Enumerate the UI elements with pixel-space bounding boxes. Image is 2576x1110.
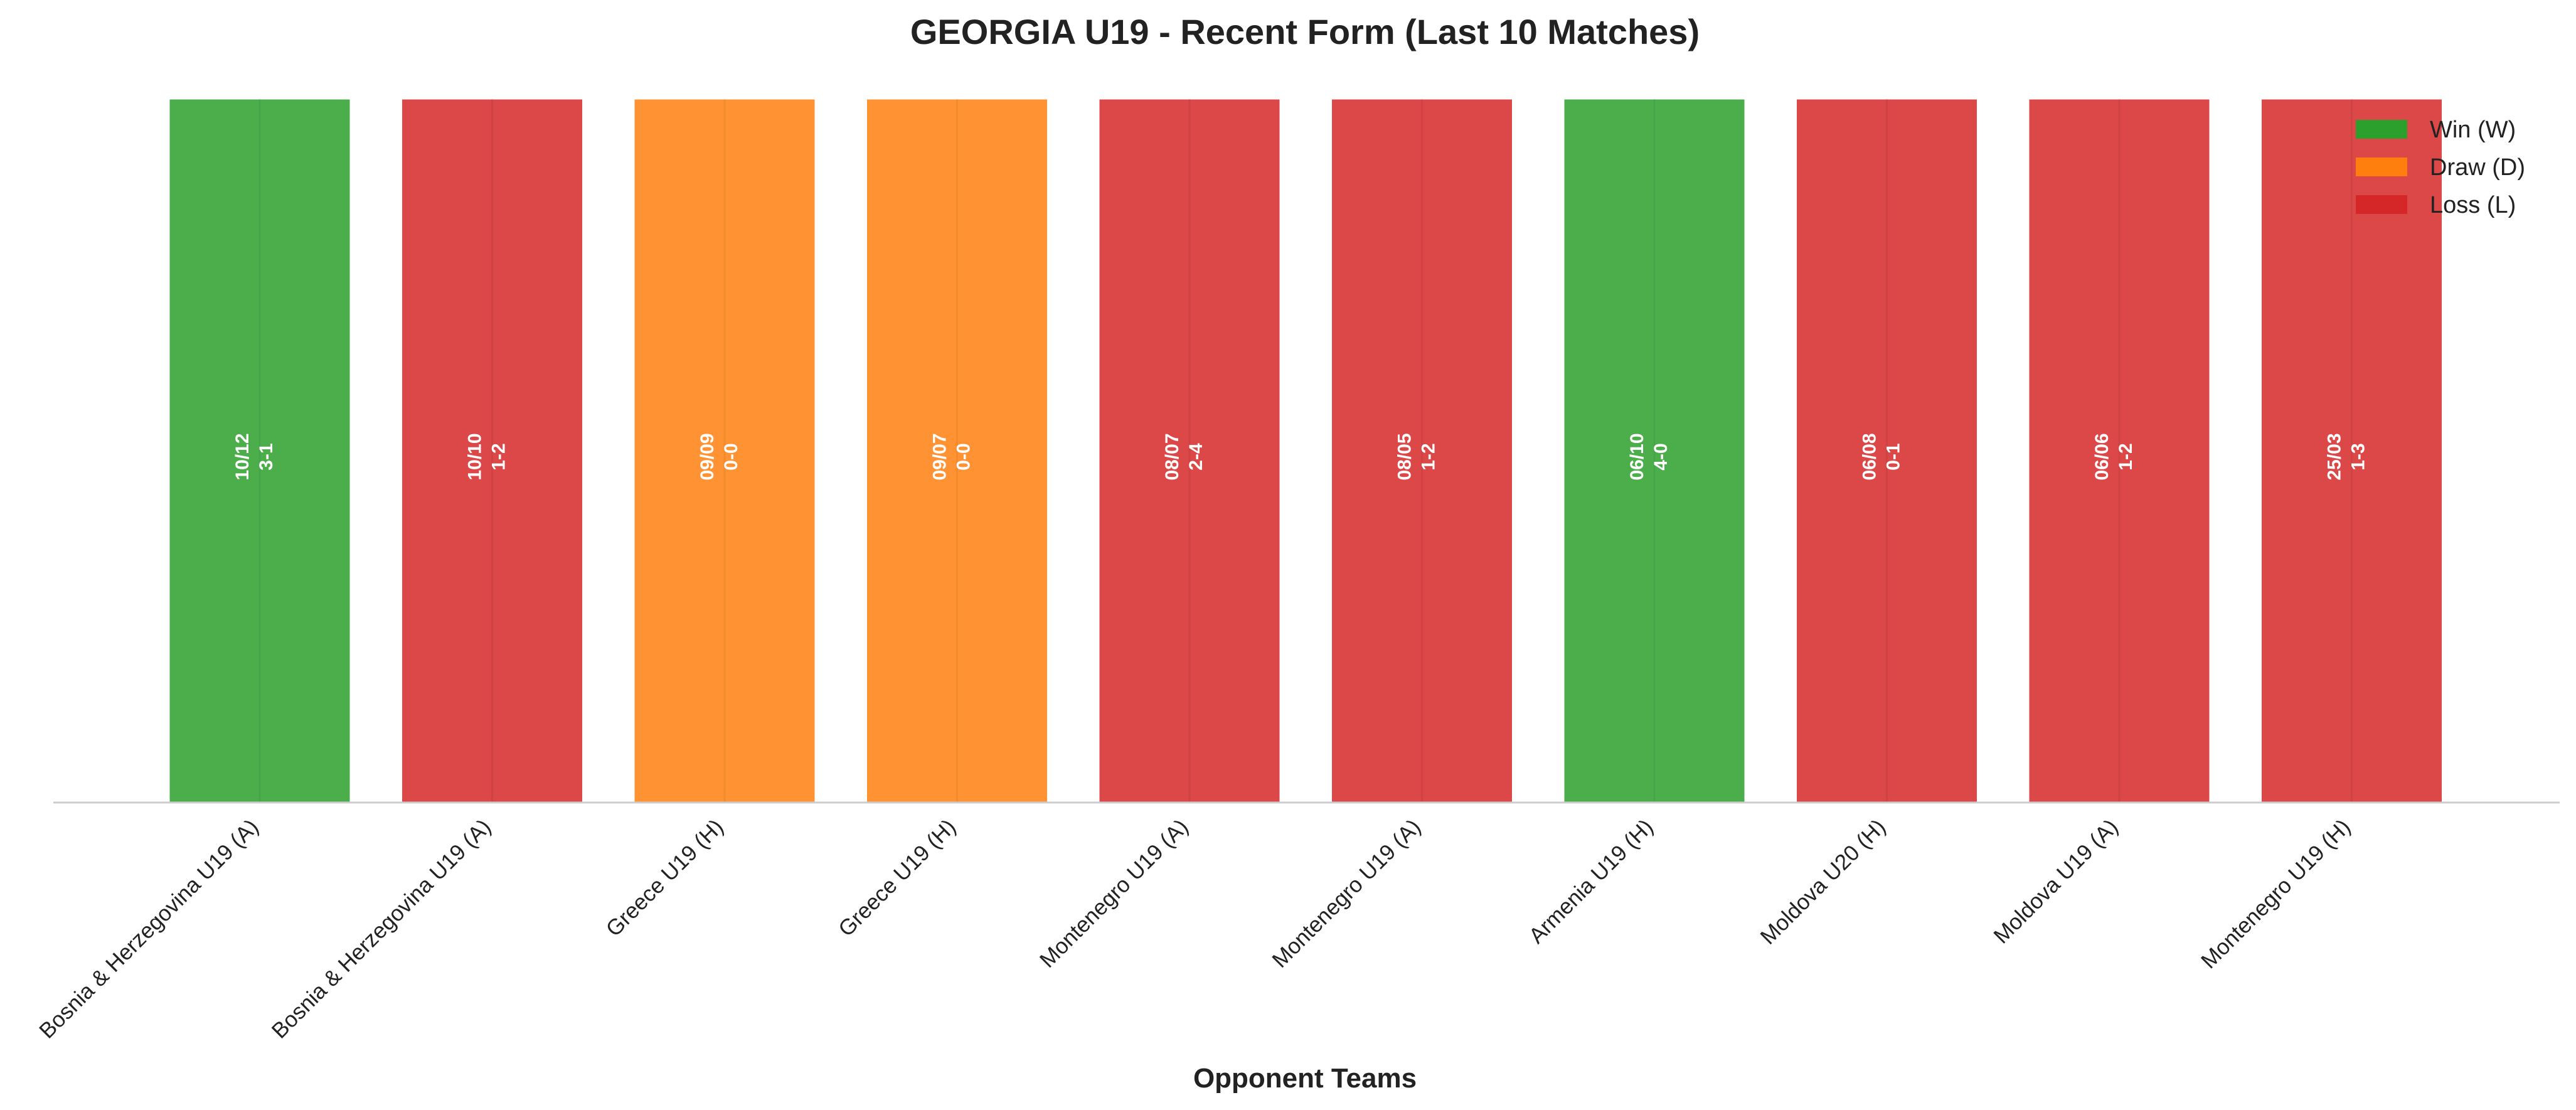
- bar-group: 09/09 0-0: [632, 97, 817, 804]
- bar-score-label: 3-1: [256, 443, 277, 470]
- bar-date-label: 10/12: [232, 433, 253, 480]
- bar-score-label: 0-1: [1883, 443, 1904, 470]
- bar-group: 10/10 1-2: [400, 97, 584, 804]
- bar-1: [168, 97, 352, 804]
- bar-score-label: 2-4: [1186, 443, 1206, 471]
- bar-group: 25/03 1-3: [2260, 97, 2444, 804]
- legend-swatch: [2356, 195, 2407, 214]
- legend-label: Win (W): [2430, 117, 2516, 143]
- bar-group: 06/10 4-0: [1562, 97, 1747, 804]
- bar-8: [1795, 97, 1979, 804]
- legend-item: Draw (D): [2356, 154, 2525, 181]
- bar-5: [1097, 97, 1282, 804]
- bar-group: 10/12 3-1: [168, 97, 352, 804]
- bar-score-label: 0-0: [721, 443, 742, 470]
- bar-score-label: 1-2: [2116, 443, 2136, 470]
- legend-label: Draw (D): [2430, 154, 2525, 181]
- chart-title: GEORGIA U19 - Recent Form (Last 10 Match…: [910, 12, 1700, 51]
- bar-7: [1562, 97, 1747, 804]
- bar-10: [2260, 97, 2444, 804]
- bar-date-label: 09/07: [930, 433, 950, 480]
- bar-score-label: 0-0: [954, 443, 974, 470]
- bar-group: 09/07 0-0: [865, 97, 1049, 804]
- bar-date-label: 09/09: [697, 433, 718, 480]
- bar-group: 06/08 0-1: [1795, 97, 1979, 804]
- bar-date-label: 08/07: [1162, 433, 1183, 480]
- bar-group: 08/07 2-4: [1097, 97, 1282, 804]
- bar-9: [2027, 97, 2211, 804]
- bar-score-label: 4-0: [1651, 443, 1671, 470]
- bar-score-label: 1-2: [489, 443, 509, 470]
- bar-group: 06/06 1-2: [2027, 97, 2211, 804]
- bar-date-label: 06/08: [1860, 433, 1880, 480]
- bar-3: [632, 97, 817, 804]
- legend-item: Win (W): [2356, 117, 2516, 143]
- legend-item: Loss (L): [2356, 192, 2516, 218]
- bar-score-label: 1-2: [1418, 443, 1439, 470]
- bar-date-label: 06/10: [1627, 433, 1647, 480]
- bar-date-label: 10/10: [465, 433, 486, 480]
- bar-4: [865, 97, 1049, 804]
- bars-layer: 10/12 3-1 10/10 1-2 09/09 0-0 09/07 0-0 08/07 2-4…: [168, 97, 2444, 804]
- bar-2: [400, 97, 584, 804]
- legend: Win (W) Draw (D) Loss (L): [2356, 117, 2525, 218]
- bar-6: [1330, 97, 1514, 804]
- bar-group: 08/05 1-2: [1330, 97, 1514, 804]
- bar-date-label: 25/03: [2324, 433, 2345, 480]
- legend-label: Loss (L): [2430, 192, 2516, 218]
- x-axis-label: Opponent Teams: [1193, 1063, 1417, 1094]
- legend-swatch: [2356, 120, 2407, 139]
- bar-date-label: 06/06: [2092, 433, 2112, 480]
- bar-date-label: 08/05: [1395, 433, 1415, 480]
- bar-score-label: 1-3: [2348, 443, 2369, 470]
- legend-swatch: [2356, 157, 2407, 176]
